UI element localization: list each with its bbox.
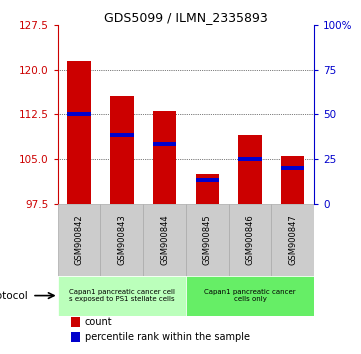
Bar [100, 204, 143, 276]
Bar [281, 166, 304, 170]
Bar [68, 113, 91, 116]
Text: GSM900844: GSM900844 [160, 215, 169, 265]
Text: Capan1 pancreatic cancer cell
s exposed to PS1 stellate cells: Capan1 pancreatic cancer cell s exposed … [69, 289, 175, 302]
Bar [186, 276, 314, 315]
Text: GSM900845: GSM900845 [203, 215, 212, 265]
Bar [110, 97, 134, 204]
Bar [281, 156, 304, 204]
Text: protocol: protocol [0, 291, 28, 301]
Bar [153, 142, 176, 146]
Text: GSM900843: GSM900843 [117, 215, 126, 265]
Text: GSM900846: GSM900846 [245, 215, 255, 265]
Text: Capan1 pancreatic cancer
cells only: Capan1 pancreatic cancer cells only [204, 289, 296, 302]
Bar [68, 61, 91, 204]
Text: percentile rank within the sample: percentile rank within the sample [85, 332, 250, 342]
Bar [143, 204, 186, 276]
Bar [71, 317, 79, 326]
Bar [58, 276, 186, 315]
Text: GSM900842: GSM900842 [75, 215, 84, 265]
Bar [58, 204, 100, 276]
Bar [229, 204, 271, 276]
Bar [238, 135, 262, 204]
Text: GSM900847: GSM900847 [288, 215, 297, 265]
Bar [153, 112, 176, 204]
Text: count: count [85, 316, 112, 327]
Bar [110, 133, 134, 137]
Bar [196, 178, 219, 182]
Bar [271, 204, 314, 276]
Bar [186, 204, 229, 276]
Bar [238, 157, 262, 161]
Bar [196, 174, 219, 204]
Title: GDS5099 / ILMN_2335893: GDS5099 / ILMN_2335893 [104, 11, 268, 24]
Bar [71, 332, 79, 342]
